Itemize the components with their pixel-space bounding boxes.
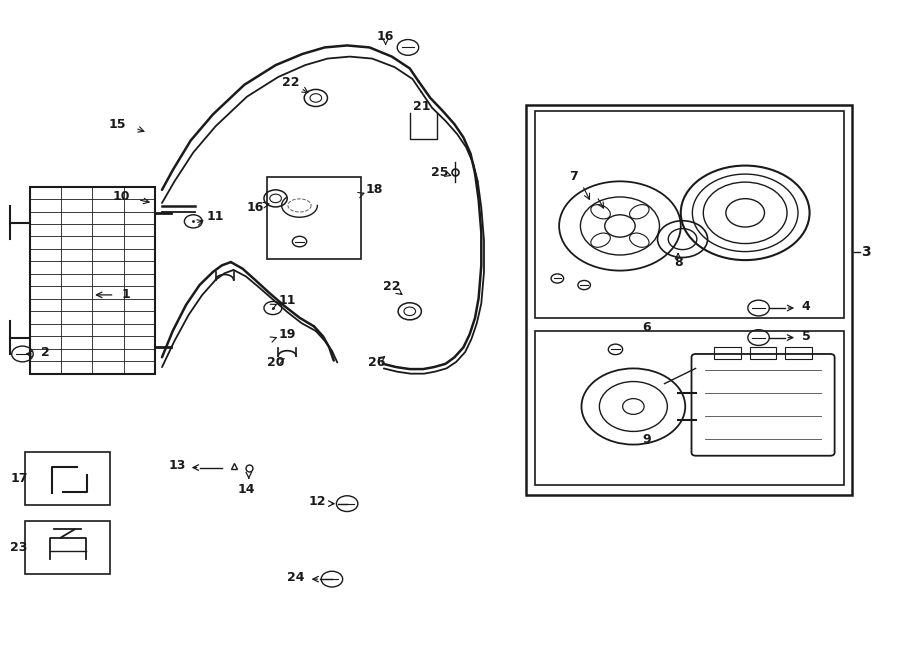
- Text: 25: 25: [430, 166, 448, 179]
- Text: 7: 7: [569, 170, 578, 183]
- Text: 26: 26: [368, 356, 385, 369]
- Text: 24: 24: [287, 571, 305, 584]
- Text: 8: 8: [675, 256, 683, 269]
- Text: 16: 16: [247, 201, 264, 214]
- Bar: [786, 348, 812, 359]
- Text: 11: 11: [278, 294, 296, 307]
- Bar: [25, 452, 110, 505]
- Text: 22: 22: [383, 280, 400, 293]
- Text: 3: 3: [861, 245, 870, 260]
- Bar: [526, 105, 852, 495]
- Text: 17: 17: [10, 472, 28, 485]
- Bar: [266, 177, 361, 259]
- Text: 19: 19: [278, 328, 296, 341]
- Bar: [535, 111, 843, 318]
- Text: 11: 11: [207, 211, 224, 223]
- Text: 21: 21: [412, 100, 430, 113]
- Text: 4: 4: [802, 300, 810, 313]
- Text: 2: 2: [41, 346, 50, 359]
- Text: 18: 18: [365, 183, 382, 197]
- Text: 15: 15: [109, 118, 126, 130]
- Text: 1: 1: [122, 289, 130, 301]
- Text: 14: 14: [238, 483, 255, 496]
- Text: 22: 22: [282, 76, 300, 89]
- Text: 10: 10: [112, 190, 130, 203]
- Bar: [750, 348, 777, 359]
- Text: 20: 20: [266, 356, 284, 369]
- Text: 5: 5: [802, 330, 810, 343]
- Bar: [714, 348, 741, 359]
- Bar: [30, 187, 155, 373]
- Text: 16: 16: [377, 30, 394, 44]
- Text: 13: 13: [168, 459, 186, 472]
- Text: 6: 6: [643, 321, 651, 334]
- Text: 12: 12: [309, 495, 327, 508]
- Text: 23: 23: [10, 541, 28, 554]
- Bar: [535, 331, 843, 485]
- Text: 9: 9: [643, 433, 651, 446]
- Bar: [25, 522, 110, 574]
